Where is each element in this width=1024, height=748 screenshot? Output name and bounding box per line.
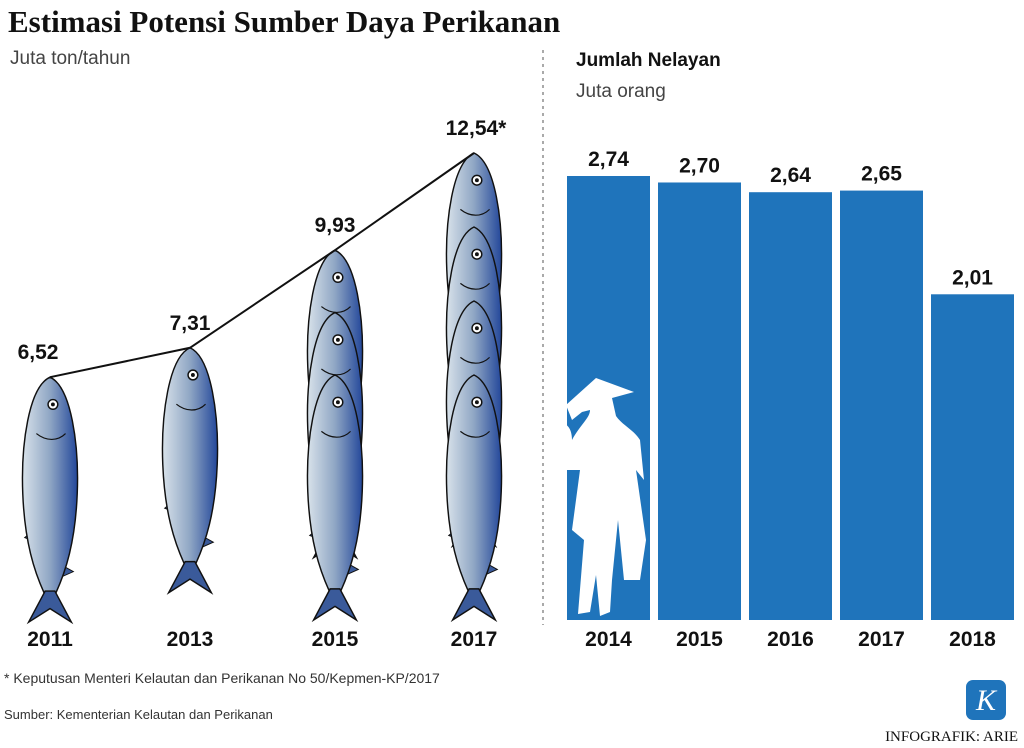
trend-line [49,152,475,379]
bar [931,294,1014,620]
x-tick-label: 2016 [767,628,814,651]
x-tick-label: 2014 [585,628,632,651]
pictograph: 6,52 2011 7,31 2013 9,93 2015 12,54* 2017 [18,117,508,651]
logo-box [966,680,1006,720]
x-tick-label: 2013 [167,628,214,651]
x-tick-label: 2015 [676,628,723,651]
fish-stack [21,376,79,623]
x-tick-label: 2018 [949,628,996,651]
fish [306,374,364,621]
fish [21,376,79,623]
value-label: 9,93 [315,214,356,237]
fish [161,347,219,594]
value-label: 2,65 [861,163,902,186]
value-label: 2,74 [588,148,629,171]
bar [749,192,832,620]
unit-label: Juta ton/tahun [10,48,130,69]
chart-title: Jumlah Nelayan [576,50,721,71]
value-label: 6,52 [18,341,59,364]
x-tick-label: 2017 [858,628,905,651]
value-label: 2,70 [679,154,720,177]
bar [840,190,923,621]
x-tick-label: 2015 [312,628,359,651]
source: Sumber: Kementerian Kelautan dan Perikan… [4,707,273,722]
x-tick-label: 2017 [451,628,498,651]
fish-stack [306,249,364,621]
value-label: 7,31 [170,312,211,335]
value-label: 2,64 [770,164,811,187]
fisherman-silhouette [556,378,646,616]
fish-stack [161,347,219,594]
value-label: 2,01 [952,266,993,289]
title: Estimasi Potensi Sumber Daya Perikanan [8,4,560,39]
footnote: * Keputusan Menteri Kelautan dan Perikan… [4,670,440,686]
logo: K [975,684,998,717]
fish-stack [445,152,503,621]
credit: INFOGRAFIK: ARIE [885,729,1018,745]
value-label: 12,54* [446,117,508,140]
chart-subtitle: Juta orang [576,81,666,102]
bar [658,182,741,620]
x-tick-label: 2011 [27,628,73,651]
fish [445,374,503,621]
